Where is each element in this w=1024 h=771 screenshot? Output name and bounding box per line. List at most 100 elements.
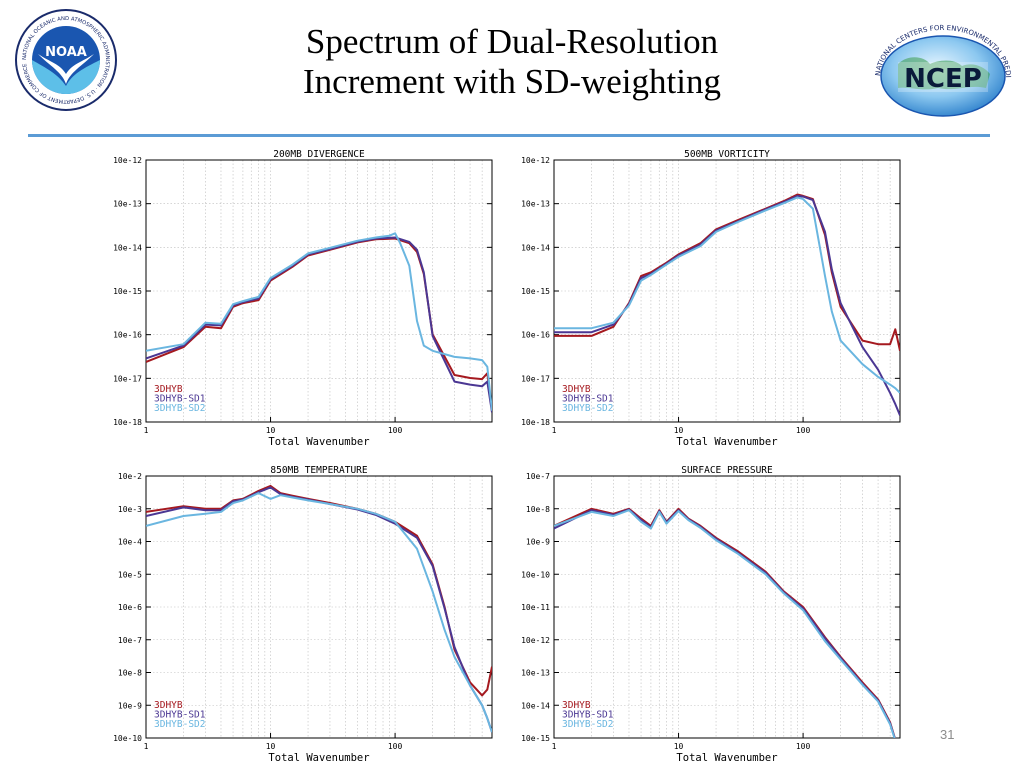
y-tick-label: 10e-11	[521, 603, 550, 612]
series-line-3dhyb-sd2	[554, 196, 900, 394]
ncep-logo-text: NCEP	[904, 64, 982, 94]
title-line-1: Spectrum of Dual-Resolution	[305, 22, 719, 61]
legend-label-3dhyb-sd1: 3DHYB-SD1	[562, 710, 614, 721]
y-tick-label: 10e-13	[113, 200, 142, 209]
plot-area	[554, 193, 900, 416]
y-tick-label: 10e-14	[113, 243, 142, 252]
x-tick-label: 100	[796, 742, 811, 751]
plot-area	[146, 232, 492, 413]
y-tick-label: 10e-18	[113, 418, 142, 427]
legend-label-3dhyb-sd2: 3DHYB-SD2	[154, 403, 205, 414]
x-tick-label: 100	[388, 426, 403, 435]
legend-label-3dhyb: 3DHYB	[154, 700, 183, 711]
y-tick-label: 10e-16	[521, 331, 550, 340]
legend-label-3dhyb-sd2: 3DHYB-SD2	[154, 719, 205, 730]
y-tick-label: 10e-12	[113, 156, 142, 165]
y-tick-label: 10e-15	[521, 734, 550, 743]
y-tick-label: 10e-2	[118, 472, 142, 481]
panel-surface-pressure: 10e-15 10e-14 10e-13 10e-12 10e-11 10e-10 10e-…	[496, 462, 916, 771]
y-tick-label: 10e-13	[521, 669, 550, 678]
legend-label-3dhyb: 3DHYB	[154, 384, 183, 395]
chart-title: 500MB VORTICITY	[684, 149, 770, 160]
series-line-3dhyb-sd1	[146, 486, 492, 733]
title-line-2: Increment with SD-weighting	[303, 62, 721, 101]
chart-200mb-divergence: 10e-18 10e-17 10e-16 10e-15 10e-14 10e-13 10e-…	[113, 149, 493, 448]
legend-label-3dhyb: 3DHYB	[562, 384, 591, 395]
y-tick-label: 10e-17	[521, 374, 550, 383]
y-tick-label: 10e-12	[521, 156, 550, 165]
series-line-3dhyb-sd2	[554, 509, 896, 738]
y-tick-label: 10e-8	[526, 505, 550, 514]
grid	[146, 160, 492, 422]
x-tick-label: 1	[144, 742, 149, 751]
x-tick-label: 1	[552, 426, 557, 435]
x-tick-label: 1	[144, 426, 149, 435]
y-tick-label: 10e-18	[521, 418, 550, 427]
y-tick-label: 10e-7	[118, 636, 142, 645]
series-line-3dhyb-sd2	[146, 492, 492, 733]
series-line-3dhyb-sd1	[554, 194, 900, 416]
slide-number: 31	[940, 727, 955, 742]
y-tick-label: 10e-10	[113, 734, 142, 743]
y-tick-label: 10e-16	[113, 331, 142, 340]
panel-850mb-temperature: 10e-10 10e-9 10e-8 10e-7 10e-6 10e-5 10e-4 10e-…	[88, 462, 508, 771]
x-axis-label: Total Wavenumber	[268, 436, 369, 448]
x-tick-label: 10	[266, 742, 276, 751]
x-tick-label: 100	[796, 426, 811, 435]
legend-label-3dhyb-sd2: 3DHYB-SD2	[562, 403, 613, 414]
x-axis-label: Total Wavenumber	[676, 752, 777, 764]
noaa-logo-text: NOAA	[45, 45, 87, 60]
y-tick-label: 10e-10	[521, 570, 550, 579]
chart-title: 850MB TEMPERATURE	[270, 465, 368, 476]
noaa-logo: NOAA NATIONAL OCEANIC AND ATMOSPHERIC AD…	[14, 8, 118, 112]
y-tick-label: 10e-5	[118, 570, 142, 579]
y-tick-label: 10e-14	[521, 701, 550, 710]
y-tick-label: 10e-8	[118, 669, 142, 678]
series-line-3dhyb-sd1	[146, 236, 492, 413]
panel-200mb-divergence: 10e-18 10e-17 10e-16 10e-15 10e-14 10e-13 10e-…	[88, 146, 508, 455]
y-tick-label: 10e-15	[521, 287, 550, 296]
y-tick-label: 10e-13	[521, 200, 550, 209]
chart-title: 200MB DIVERGENCE	[273, 149, 365, 160]
chart-surface-pressure: 10e-15 10e-14 10e-13 10e-12 10e-11 10e-10 10e-…	[521, 465, 901, 764]
panel-500mb-vorticity: 10e-18 10e-17 10e-16 10e-15 10e-14 10e-13 10e-…	[496, 146, 916, 455]
y-tick-label: 10e-14	[521, 243, 550, 252]
x-tick-label: 10	[674, 742, 684, 751]
x-tick-label: 10	[266, 426, 276, 435]
y-tick-label: 10e-4	[118, 538, 142, 547]
y-tick-label: 10e-12	[521, 636, 550, 645]
y-tick-label: 10e-9	[526, 538, 550, 547]
legend-label-3dhyb-sd1: 3DHYB-SD1	[562, 394, 614, 405]
y-tick-label: 10e-17	[113, 374, 142, 383]
x-tick-label: 10	[674, 426, 684, 435]
y-tick-label: 10e-9	[118, 701, 142, 710]
series-line-3dhyb-sd2	[146, 232, 492, 411]
grid	[554, 160, 900, 422]
x-axis-label: Total Wavenumber	[268, 752, 369, 764]
chart-500mb-vorticity: 10e-18 10e-17 10e-16 10e-15 10e-14 10e-13 10e-…	[521, 149, 901, 448]
y-tick-label: 10e-6	[118, 603, 142, 612]
series-line-3dhyb	[146, 237, 492, 411]
chart-title: SURFACE PRESSURE	[681, 465, 773, 476]
grid	[554, 476, 900, 738]
y-tick-label: 10e-15	[113, 287, 142, 296]
plot-area	[146, 484, 492, 733]
legend-label-3dhyb: 3DHYB	[562, 700, 591, 711]
header-divider	[28, 134, 990, 137]
legend-label-3dhyb-sd1: 3DHYB-SD1	[154, 394, 206, 405]
x-axis-label: Total Wavenumber	[676, 436, 777, 448]
plot-area	[554, 507, 896, 738]
x-tick-label: 1	[552, 742, 557, 751]
legend-label-3dhyb-sd2: 3DHYB-SD2	[562, 719, 613, 730]
x-tick-label: 100	[388, 742, 403, 751]
y-tick-label: 10e-7	[526, 472, 550, 481]
slide-title: Spectrum of Dual-Resolution Increment wi…	[240, 22, 784, 102]
ncep-logo: NCEP NATIONAL CENTERS FOR ENVIRONMENTAL …	[865, 8, 1018, 118]
y-tick-label: 10e-3	[118, 505, 142, 514]
chart-850mb-temperature: 10e-10 10e-9 10e-8 10e-7 10e-6 10e-5 10e-4 10e-…	[113, 465, 493, 764]
legend-label-3dhyb-sd1: 3DHYB-SD1	[154, 710, 206, 721]
